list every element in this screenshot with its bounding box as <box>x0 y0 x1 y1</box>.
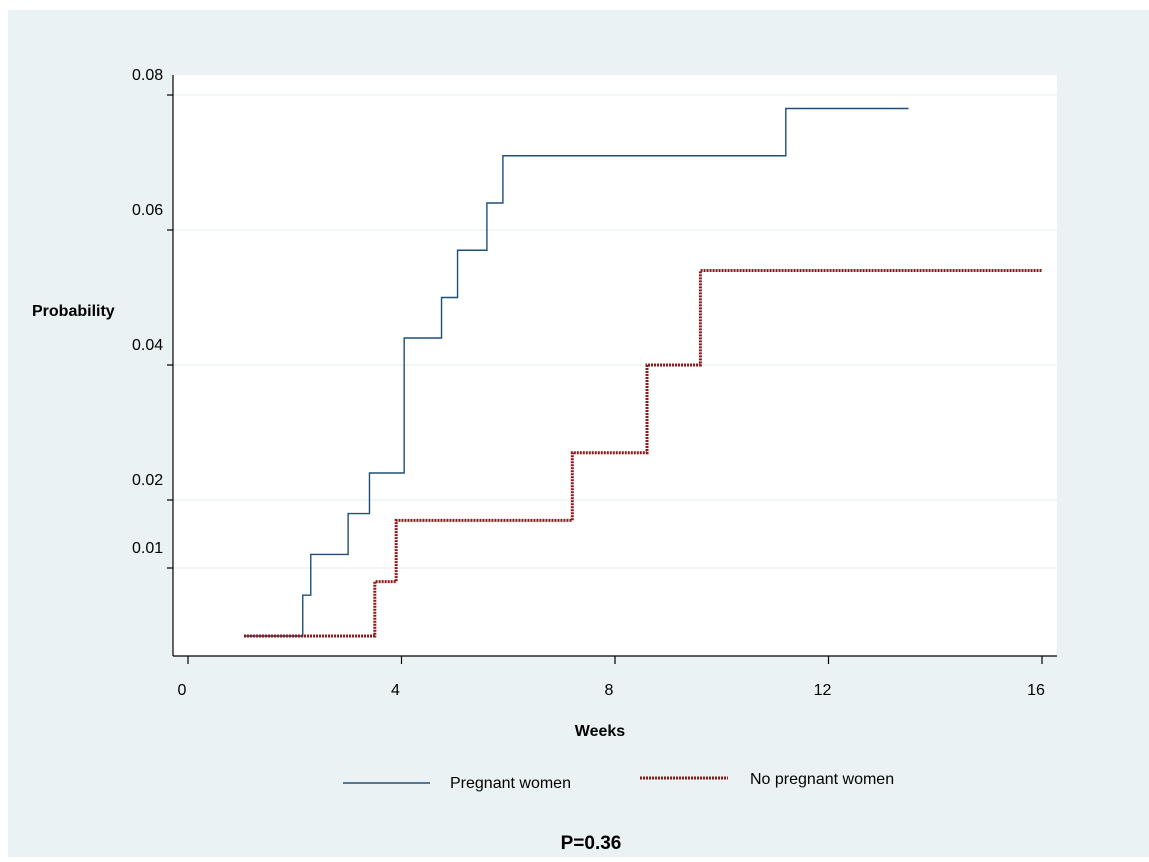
y-tick-label-4: 0.08 <box>132 67 163 84</box>
p-value-annotation: P=0.36 <box>561 833 622 854</box>
y-tick-label-3: 0.06 <box>132 202 163 219</box>
y-tick-label-2: 0.04 <box>132 337 163 354</box>
y-tick-label-1: 0.02 <box>132 472 163 489</box>
x-tick-label-2: 8 <box>605 682 614 699</box>
y-axis-label: Probability <box>32 303 115 320</box>
x-tick-label-1: 4 <box>391 682 400 699</box>
x-tick-label-0: 0 <box>178 682 187 699</box>
x-tick-label-3: 12 <box>814 682 832 699</box>
legend-label-pregnant-women: Pregnant women <box>450 775 571 792</box>
x-tick-label-4: 16 <box>1027 682 1045 699</box>
y-tick-label-0: 0.01 <box>132 540 163 557</box>
legend-label-no-pregnant-women: No pregnant women <box>750 771 894 788</box>
x-axis-label: Weeks <box>575 723 626 740</box>
